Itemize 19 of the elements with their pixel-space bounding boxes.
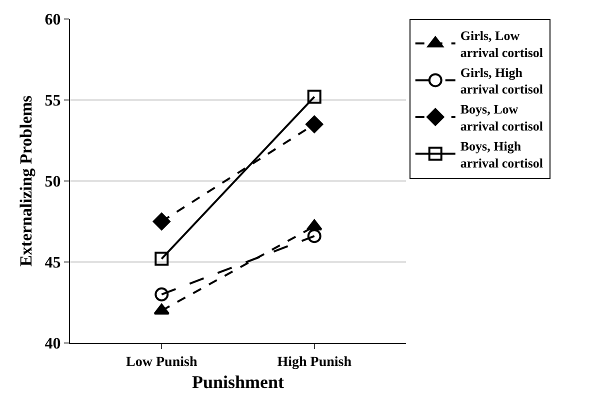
point — [307, 90, 322, 104]
legend-label: Girls, High arrival cortisol — [460, 64, 544, 97]
x-axis-title: Punishment — [192, 372, 284, 392]
x-tick-label: High Punish — [277, 354, 352, 370]
legend-label: Boys, Low arrival cortisol — [460, 102, 544, 134]
point — [154, 252, 169, 266]
y-tick-label: 55 — [44, 92, 61, 110]
x-tick-label: Low Punish — [126, 354, 198, 370]
y-tick-label: 50 — [44, 174, 61, 191]
y-tick-label: 40 — [44, 336, 61, 353]
y-axis-title: Externalizing Problems — [16, 95, 36, 267]
legend-label: Girls, Low arrival cortisol — [460, 28, 544, 60]
point — [152, 212, 170, 230]
point — [307, 229, 322, 244]
point — [306, 116, 324, 134]
legend-label: Boys, High arrival cortisol — [460, 138, 544, 170]
y-tick-label: 60 — [44, 12, 61, 29]
point — [154, 287, 169, 302]
y-tick-label: 45 — [44, 254, 61, 272]
